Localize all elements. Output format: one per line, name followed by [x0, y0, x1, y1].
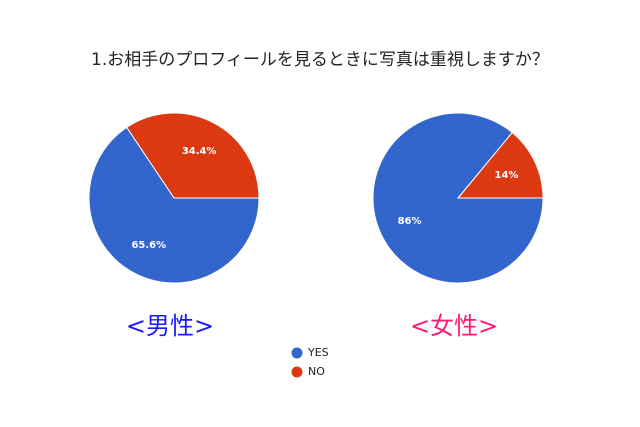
pie-title: <男性>	[126, 312, 214, 340]
pie-slice	[125, 112, 260, 199]
data-label: 65.6%	[131, 240, 166, 251]
legend-label: YES	[307, 346, 329, 359]
legend-marker	[291, 347, 303, 359]
pie-slice	[372, 112, 544, 284]
pie-title: <女性>	[410, 312, 498, 340]
data-label: 86%	[398, 216, 422, 227]
pie-slice	[456, 131, 544, 199]
pie-slice	[88, 126, 260, 284]
legend-label: NO	[308, 365, 325, 378]
data-label: 34.4%	[182, 146, 217, 157]
chart-title: 1.お相手のプロフィールを見るときに写真は重視しますか？	[91, 50, 549, 70]
data-label: 14%	[494, 170, 518, 181]
legend-marker	[291, 366, 303, 378]
